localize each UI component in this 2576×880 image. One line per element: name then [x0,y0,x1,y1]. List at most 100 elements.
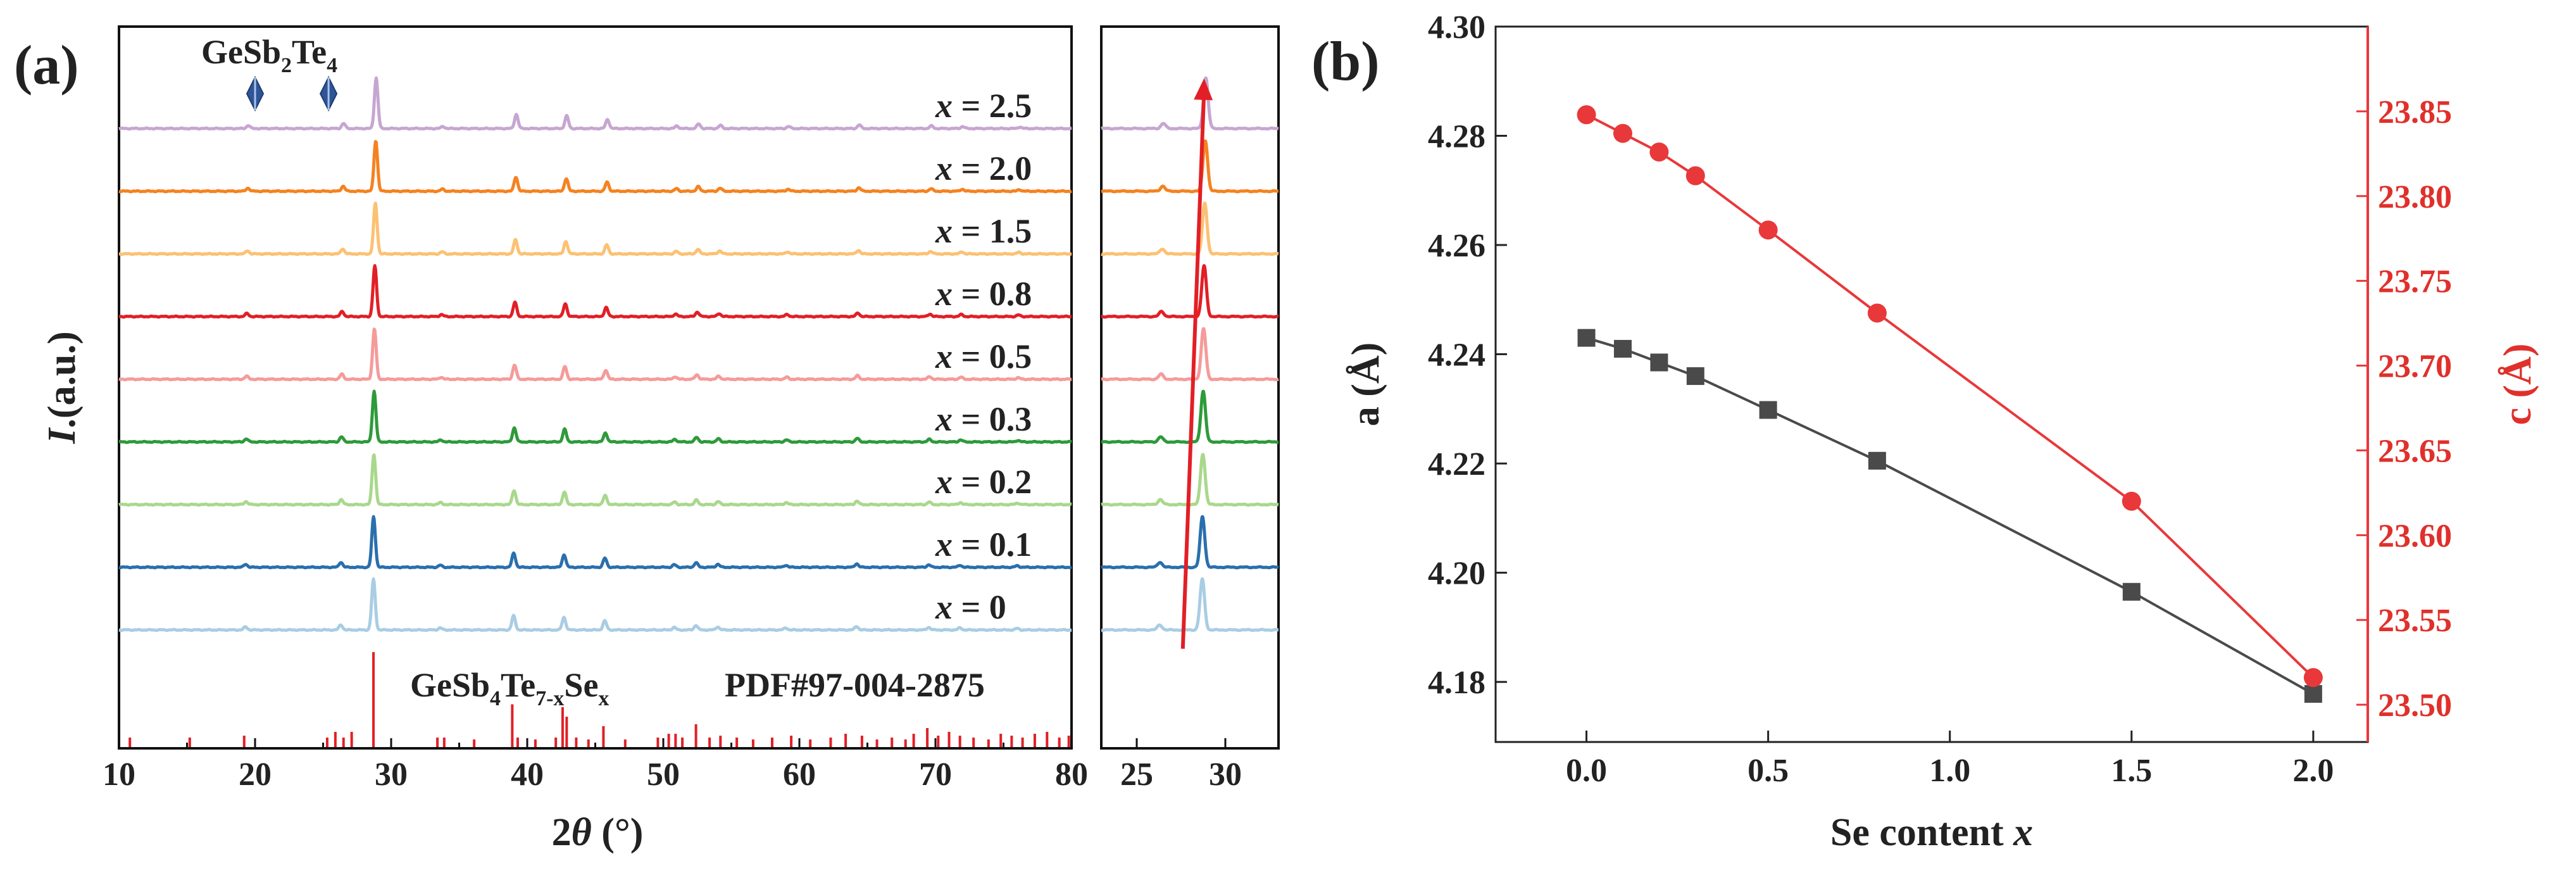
left-axis-title: a (Å) [1344,343,1387,427]
c-data-point [1685,166,1705,185]
a-data-point [1650,353,1668,372]
arrow-head [1194,78,1213,101]
xrd-x-axis-title: 2θ (°) [552,811,644,854]
xrd-trace [118,453,1073,507]
zoom-x-tick-label: 30 [1209,757,1242,793]
series-label: x = 0.2 [935,463,1032,501]
lattice-x-tick-label: 2.0 [2292,753,2334,789]
left-y-tick-label: 4.20 [1428,556,1485,592]
a-data-point [2122,582,2141,601]
reference-pdf: PDF#97-004-2875 [725,666,985,704]
zoom-trace [1100,264,1280,319]
x-tick-label: 70 [919,757,952,793]
xrd-x-ticks: 10 20 30 40 50 60 70 80 [103,738,1088,793]
right-y-tick-label: 23.55 [2378,603,2452,639]
lattice-plot: 0.0 0.5 1.0 1.5 2.0 4.18 4.20 4.22 4.24 4.26 4.28 4… [1344,9,2539,854]
arrow-shaft [1180,91,1206,649]
right-y-tick-label: 23.50 [2378,688,2452,724]
right-axis-title: c (Å) [2496,343,2539,425]
zoom-trace [1100,139,1280,194]
zoom-x-tick-label: 25 [1120,757,1153,793]
series-label: x = 0 [935,588,1006,626]
xrd-trace [118,515,1073,570]
x-tick-label: 80 [1055,757,1088,793]
right-y-tick-label: 23.75 [2378,264,2452,300]
panel-a-label: (a) [14,35,79,96]
a-data-point [1686,367,1704,386]
lattice-x-tick-label: 1.5 [2111,753,2152,789]
right-y-tick-label: 23.85 [2378,94,2452,130]
xrd-trace [118,577,1073,632]
lattice-x-tick-label: 0.0 [1566,753,1607,789]
left-y-tick-label: 4.22 [1428,446,1485,482]
xrd-series-labels: x = 2.5 x = 2.0 x = 1.5 x = 0.8 x = 0.5 x = 0… [935,87,1032,626]
a-data-point [1759,401,1777,419]
x-tick-label: 10 [103,757,135,793]
a-data-point [1577,329,1596,347]
c-data-point [1758,220,1778,240]
lattice-series [1577,105,2323,703]
impurity-markers [246,75,338,112]
series-label: x = 0.1 [935,525,1032,563]
xrd-trace [118,264,1073,319]
zoom-trace [1100,577,1280,632]
x-tick-label: 60 [783,757,816,793]
x-tick-label: 30 [375,757,408,793]
x-tick-label: 20 [239,757,272,793]
series-label: x = 0.5 [935,337,1032,375]
lattice-axes-ticks: 0.0 0.5 1.0 1.5 2.0 4.18 4.20 4.22 4.24 4.26 4.28 4… [1428,9,2452,789]
x-tick-label: 50 [647,757,680,793]
left-y-tick-label: 4.30 [1428,9,1485,46]
xrd-y-axis-title: I.(a.u.) [41,331,84,444]
reference-formula: GeSb4Te7-xSex [410,666,609,710]
series-label: x = 0.8 [935,275,1032,313]
c-data-point [2303,668,2323,688]
c-data-point [1649,142,1669,162]
c-data-point [2122,491,2141,511]
left-y-tick-label: 4.26 [1428,228,1485,264]
xrd-trace [118,201,1073,256]
series-label: x = 0.3 [935,400,1032,438]
right-y-tick-label: 23.65 [2378,433,2452,469]
zoom-traces [1100,76,1280,632]
right-y-tick-label: 23.70 [2378,349,2452,385]
series-label: x = 2.0 [935,149,1032,187]
a-data-point [2304,685,2322,703]
series-label: x = 2.5 [935,87,1032,125]
left-y-tick-label: 4.18 [1428,665,1485,701]
series-label: x = 1.5 [935,212,1032,250]
x-tick-label: 40 [511,757,544,793]
shift-arrow [1180,78,1213,649]
c-data-point [1613,123,1632,143]
left-y-tick-label: 4.24 [1428,337,1485,374]
zoom-trace [1100,327,1280,382]
lattice-x-tick-label: 1.0 [1929,753,1970,789]
xrd-main-plot: x = 2.5 x = 2.0 x = 1.5 x = 0.8 x = 0.5 x = 0… [41,25,1088,854]
c-series-line [1585,113,2315,679]
xrd-zoom-frame [1100,25,1280,750]
lattice-x-axis-title: Se content x [1830,811,2033,854]
right-y-tick-label: 23.80 [2378,179,2452,215]
a-data-point [1613,339,1632,358]
xrd-main-frame [118,25,1073,750]
zoom-x-ticks: 25 30 [1120,738,1242,793]
a-series-line [1585,336,2314,695]
xrd-trace [118,389,1073,444]
zoom-trace [1100,515,1280,570]
zoom-trace [1100,76,1280,131]
xrd-trace [118,76,1073,131]
reference-sticks [128,652,1070,747]
xrd-trace [118,140,1073,194]
xrd-zoom-plot: 25 30 [1100,25,1280,793]
c-data-point [1867,303,1887,323]
right-y-tick-label: 23.60 [2378,518,2452,554]
zoom-trace [1100,201,1280,256]
a-data-point [1868,451,1886,470]
xrd-trace [118,327,1073,382]
c-data-point [1577,105,1596,125]
impurity-label: GeSb2Te4 [201,33,337,77]
xrd-traces [118,76,1073,632]
lattice-x-tick-label: 0.5 [1748,753,1789,789]
panel-b-label: (b) [1311,31,1380,92]
